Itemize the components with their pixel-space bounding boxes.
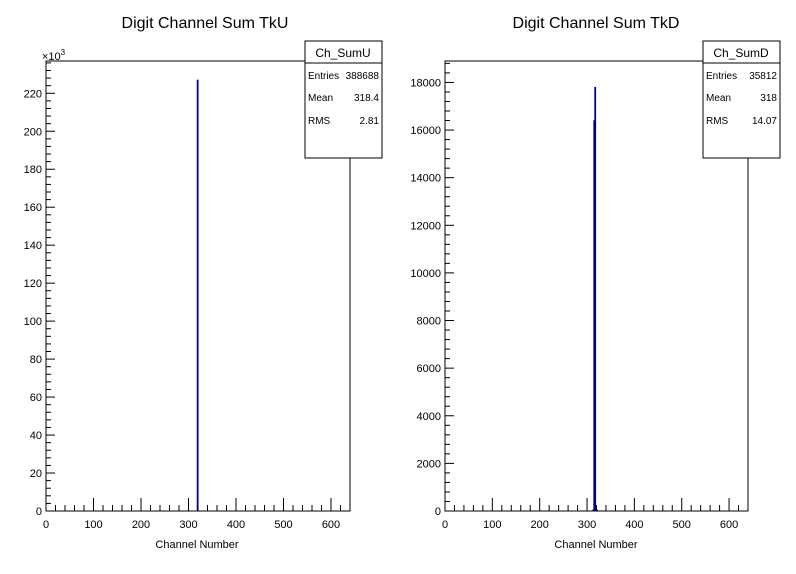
stats-mean-label: Mean [308, 93, 333, 104]
stats-box: Ch_SumU Entries 388688 Mean 318.4 RMS 2.… [304, 40, 383, 159]
x-tick-label: 300 [578, 519, 596, 531]
x-tick-label: 600 [720, 519, 738, 531]
histogram-bars [592, 86, 599, 512]
stats-mean-label: Mean [706, 93, 731, 104]
y-tick-label: 220 [24, 88, 42, 100]
stats-rms-label: RMS [308, 116, 331, 127]
histogram-bin [594, 86, 597, 512]
stats-rms-value: 2.81 [360, 116, 380, 127]
stats-entries-value: 35812 [749, 71, 777, 82]
y-tick-label: 40 [30, 430, 42, 442]
y-multiplier-base: ×10 [42, 51, 61, 63]
stats-box: Ch_SumD Entries 35812 Mean 318 RMS 14.07 [702, 40, 781, 159]
x-tick-label: 100 [483, 519, 501, 531]
x-axis-label: Channel Number [554, 539, 637, 551]
x-axis-label: Channel Number [155, 539, 238, 551]
y-tick-label: 120 [24, 278, 42, 290]
x-tick-label: 400 [625, 519, 643, 531]
y-tick-label: 14000 [410, 173, 441, 185]
stats-mean-value: 318 [760, 93, 777, 104]
x-tick-label: 100 [84, 519, 102, 531]
x-tick-label: 0 [43, 519, 49, 531]
stats-box-border [304, 40, 383, 159]
stats-entries-label: Entries [308, 71, 339, 82]
x-tick-label: 500 [274, 519, 292, 531]
stats-entries-value: 388688 [346, 71, 380, 82]
y-tick-label: 60 [30, 392, 42, 404]
y-tick-label: 2000 [417, 458, 441, 470]
y-tick-label: 0 [435, 506, 441, 518]
y-tick-label: 6000 [417, 363, 441, 375]
y-tick-label: 140 [24, 240, 42, 252]
stats-mean-value: 318.4 [354, 93, 379, 104]
chart-title: Digit Channel Sum TkD [513, 15, 680, 32]
y-tick-label: 20 [30, 468, 42, 480]
x-tick-label: 600 [322, 519, 340, 531]
y-tick-label: 4000 [417, 411, 441, 423]
y-tick-label: 100 [24, 316, 42, 328]
x-tick-label: 300 [179, 519, 197, 531]
y-tick-label: 160 [24, 202, 42, 214]
x-tick-label: 500 [673, 519, 691, 531]
y-axis-ticks: 0 20 40 60 80 100 120 140 160 180 200 220 [24, 62, 55, 518]
x-axis-ticks: 0 100 200 300 400 500 600 [43, 498, 351, 531]
stats-box-border [702, 40, 781, 159]
stats-rms-label: RMS [706, 116, 729, 127]
y-tick-label: 12000 [410, 220, 441, 232]
stats-rms-value: 14.07 [752, 116, 777, 127]
y-tick-label: 8000 [417, 316, 441, 328]
y-tick-label: 200 [24, 126, 42, 138]
histogram-pad-sum-tku: Digit Channel Sum TkU ×103 Channel Numbe… [24, 15, 383, 551]
x-tick-label: 200 [132, 519, 150, 531]
histogram-bin [196, 79, 199, 512]
y-tick-label: 80 [30, 354, 42, 366]
y-axis-multiplier: ×103 [42, 48, 66, 63]
stats-box-name: Ch_SumU [315, 46, 370, 60]
y-tick-label: 16000 [410, 125, 441, 137]
x-tick-label: 0 [442, 519, 448, 531]
x-tick-label: 200 [531, 519, 549, 531]
stats-box-name: Ch_SumD [713, 46, 769, 60]
y-tick-label: 180 [24, 164, 42, 176]
chart-title: Digit Channel Sum TkU [122, 15, 289, 32]
y-axis-ticks: 0 2000 4000 6000 8000 10000 12000 14000 16000 180… [410, 62, 454, 518]
x-axis-ticks: 0 100 200 300 400 500 600 [442, 498, 749, 531]
y-tick-label: 18000 [410, 77, 441, 89]
histogram-pad-sum-tkd: Digit Channel Sum TkD Channel Number 0 10… [410, 15, 781, 551]
y-tick-label: 10000 [410, 268, 441, 280]
y-multiplier-exponent: 3 [61, 48, 66, 57]
stats-entries-label: Entries [706, 71, 737, 82]
x-tick-label: 400 [227, 519, 245, 531]
y-tick-label: 0 [36, 506, 42, 518]
histogram-bars [196, 79, 199, 512]
